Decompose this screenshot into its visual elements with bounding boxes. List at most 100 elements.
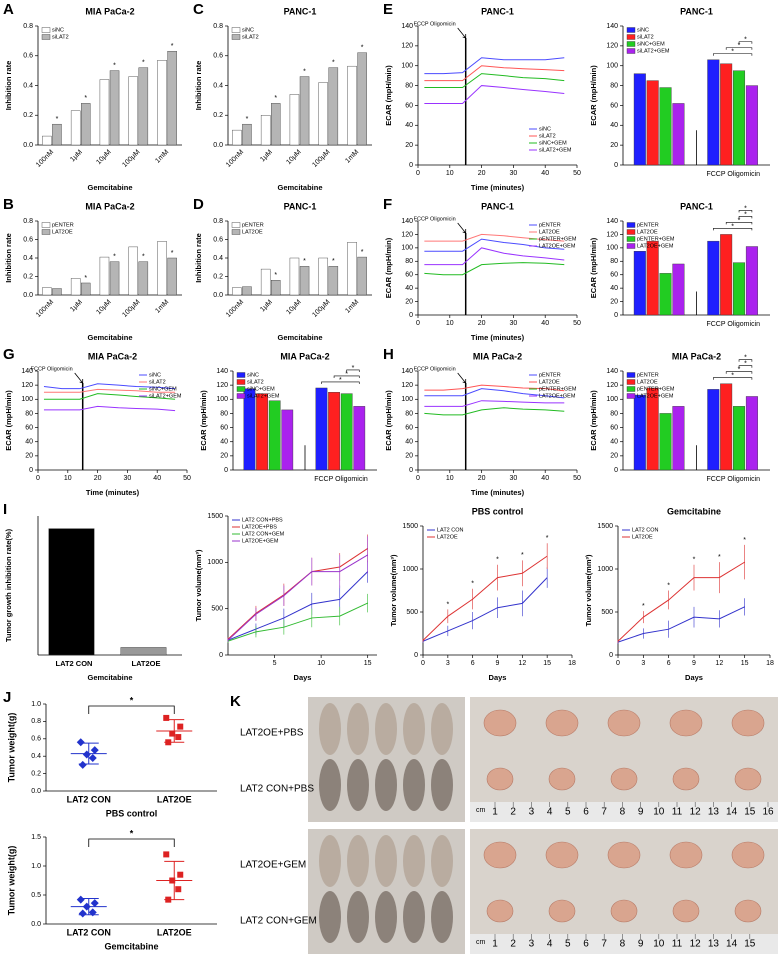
x-tick-label: 100nM [225, 299, 245, 319]
x-axis-label: Days [685, 673, 703, 682]
series-line [424, 384, 565, 392]
legend-label: pENTER [637, 222, 659, 228]
ruler-label: 14 [726, 807, 738, 818]
significance-marker: * [743, 537, 746, 544]
y-tick-label: 60 [405, 272, 413, 279]
significance-marker: * [332, 59, 335, 66]
data-point [163, 714, 170, 721]
legend-label: LAT2OE [52, 229, 73, 235]
y-tick-label: 0.0 [213, 292, 223, 299]
error-bar [78, 742, 99, 765]
tumor [486, 767, 514, 791]
y-axis-label: Tumor volume(mm³) [194, 549, 203, 621]
significance-marker: * [731, 49, 734, 56]
y-tick-label: 40 [610, 285, 618, 292]
series-line [43, 388, 176, 393]
bar [48, 528, 95, 656]
bar [167, 257, 177, 296]
legend-swatch [626, 41, 636, 47]
y-tick-label: 1500 [402, 523, 418, 530]
y-tick-label: 0.8 [23, 23, 33, 30]
significance-marker: * [274, 272, 277, 279]
bar [745, 85, 758, 166]
significance-marker: * [303, 68, 306, 75]
x-tick-label: LAT2 CON [67, 927, 111, 937]
y-axis-label: Inhibition rate [4, 233, 13, 283]
chart-title: MIA PaCa-2 [85, 6, 134, 16]
bar [745, 396, 758, 471]
y-tick-label: 140 [401, 23, 413, 30]
x-tick-label: 1mM [344, 149, 360, 165]
ruler-unit: cm [476, 807, 486, 814]
y-tick-label: 0.4 [31, 753, 41, 760]
y-tick-label: 0.4 [23, 255, 33, 262]
mouse [347, 703, 369, 755]
x-axis-label: Gemcitabine [277, 183, 322, 192]
significance-marker: * [84, 275, 87, 282]
chart-title: PANC-1 [481, 6, 514, 16]
chart-title: MIA PaCa-2 [672, 351, 721, 361]
error-bar [164, 719, 185, 743]
bar [232, 129, 242, 146]
bar [128, 246, 138, 296]
ruler-label: 7 [601, 807, 607, 818]
chart-title: PANC-1 [284, 6, 317, 16]
x-tick-label: 0 [616, 660, 620, 667]
y-tick-label: 60 [610, 424, 618, 431]
bar [672, 103, 685, 166]
significance-marker: * [171, 250, 174, 257]
tumor [669, 709, 703, 737]
bar [633, 73, 646, 166]
y-tick-label: 20 [610, 298, 618, 305]
significance-marker: * [738, 217, 741, 224]
y-tick-label: 120 [401, 231, 413, 238]
significance-marker: * [303, 258, 306, 265]
y-tick-label: 0.6 [23, 53, 33, 60]
photo-label: LAT2OE+GEM [240, 860, 306, 871]
panel-label: D [193, 196, 204, 213]
x-tick-label: 1mM [344, 299, 360, 315]
x-tick-label: 100nM [35, 149, 55, 169]
legend-swatch [236, 379, 246, 385]
y-tick-label: 0 [409, 312, 413, 319]
mouse [347, 891, 369, 943]
error-bar [78, 897, 99, 916]
tumor [731, 841, 765, 869]
legend-label: LAT2OE+PBS [242, 524, 277, 530]
x-tick-label: LAT2OE [157, 794, 192, 804]
y-tick-label: 140 [606, 23, 618, 30]
panel-label: G [3, 346, 15, 363]
bar [289, 94, 300, 146]
data-point [177, 723, 184, 730]
significance-marker: * [345, 371, 348, 378]
x-tick-label: LAT2 CON [56, 659, 93, 668]
annotation-text: FCCP Oligomicin [414, 216, 456, 222]
tumor [734, 767, 762, 791]
significance-marker: * [246, 116, 249, 123]
y-tick-label: 0 [614, 467, 618, 474]
significance-marker: * [471, 581, 474, 588]
significance-marker: * [274, 95, 277, 102]
y-tick-label: 0.6 [213, 53, 223, 60]
bar [260, 268, 271, 296]
y-tick-label: 0.8 [213, 23, 223, 30]
panel-label: K [230, 693, 241, 710]
y-axis-label: Inhibition rate [194, 233, 203, 283]
y-tick-label: 0.6 [213, 236, 223, 243]
significance-marker: * [738, 43, 741, 50]
y-tick-label: 0.2 [31, 770, 41, 777]
y-axis-label: Tumor volume(mm³) [389, 554, 398, 626]
y-tick-label: 1500 [207, 513, 223, 520]
legend-label: LAT2OE [539, 229, 560, 235]
y-tick-label: 80 [405, 410, 413, 417]
tumor [610, 899, 638, 923]
y-axis-label: ECAR (mpH/min) [589, 237, 598, 298]
legend-swatch [231, 222, 241, 228]
tumor [486, 899, 514, 923]
y-tick-label: 0.4 [23, 82, 33, 89]
chart-title: PANC-1 [481, 201, 514, 211]
y-tick-label: 140 [21, 368, 33, 375]
significance-bracket [738, 216, 753, 219]
tumor [548, 899, 576, 923]
y-tick-label: 0.4 [213, 255, 223, 262]
